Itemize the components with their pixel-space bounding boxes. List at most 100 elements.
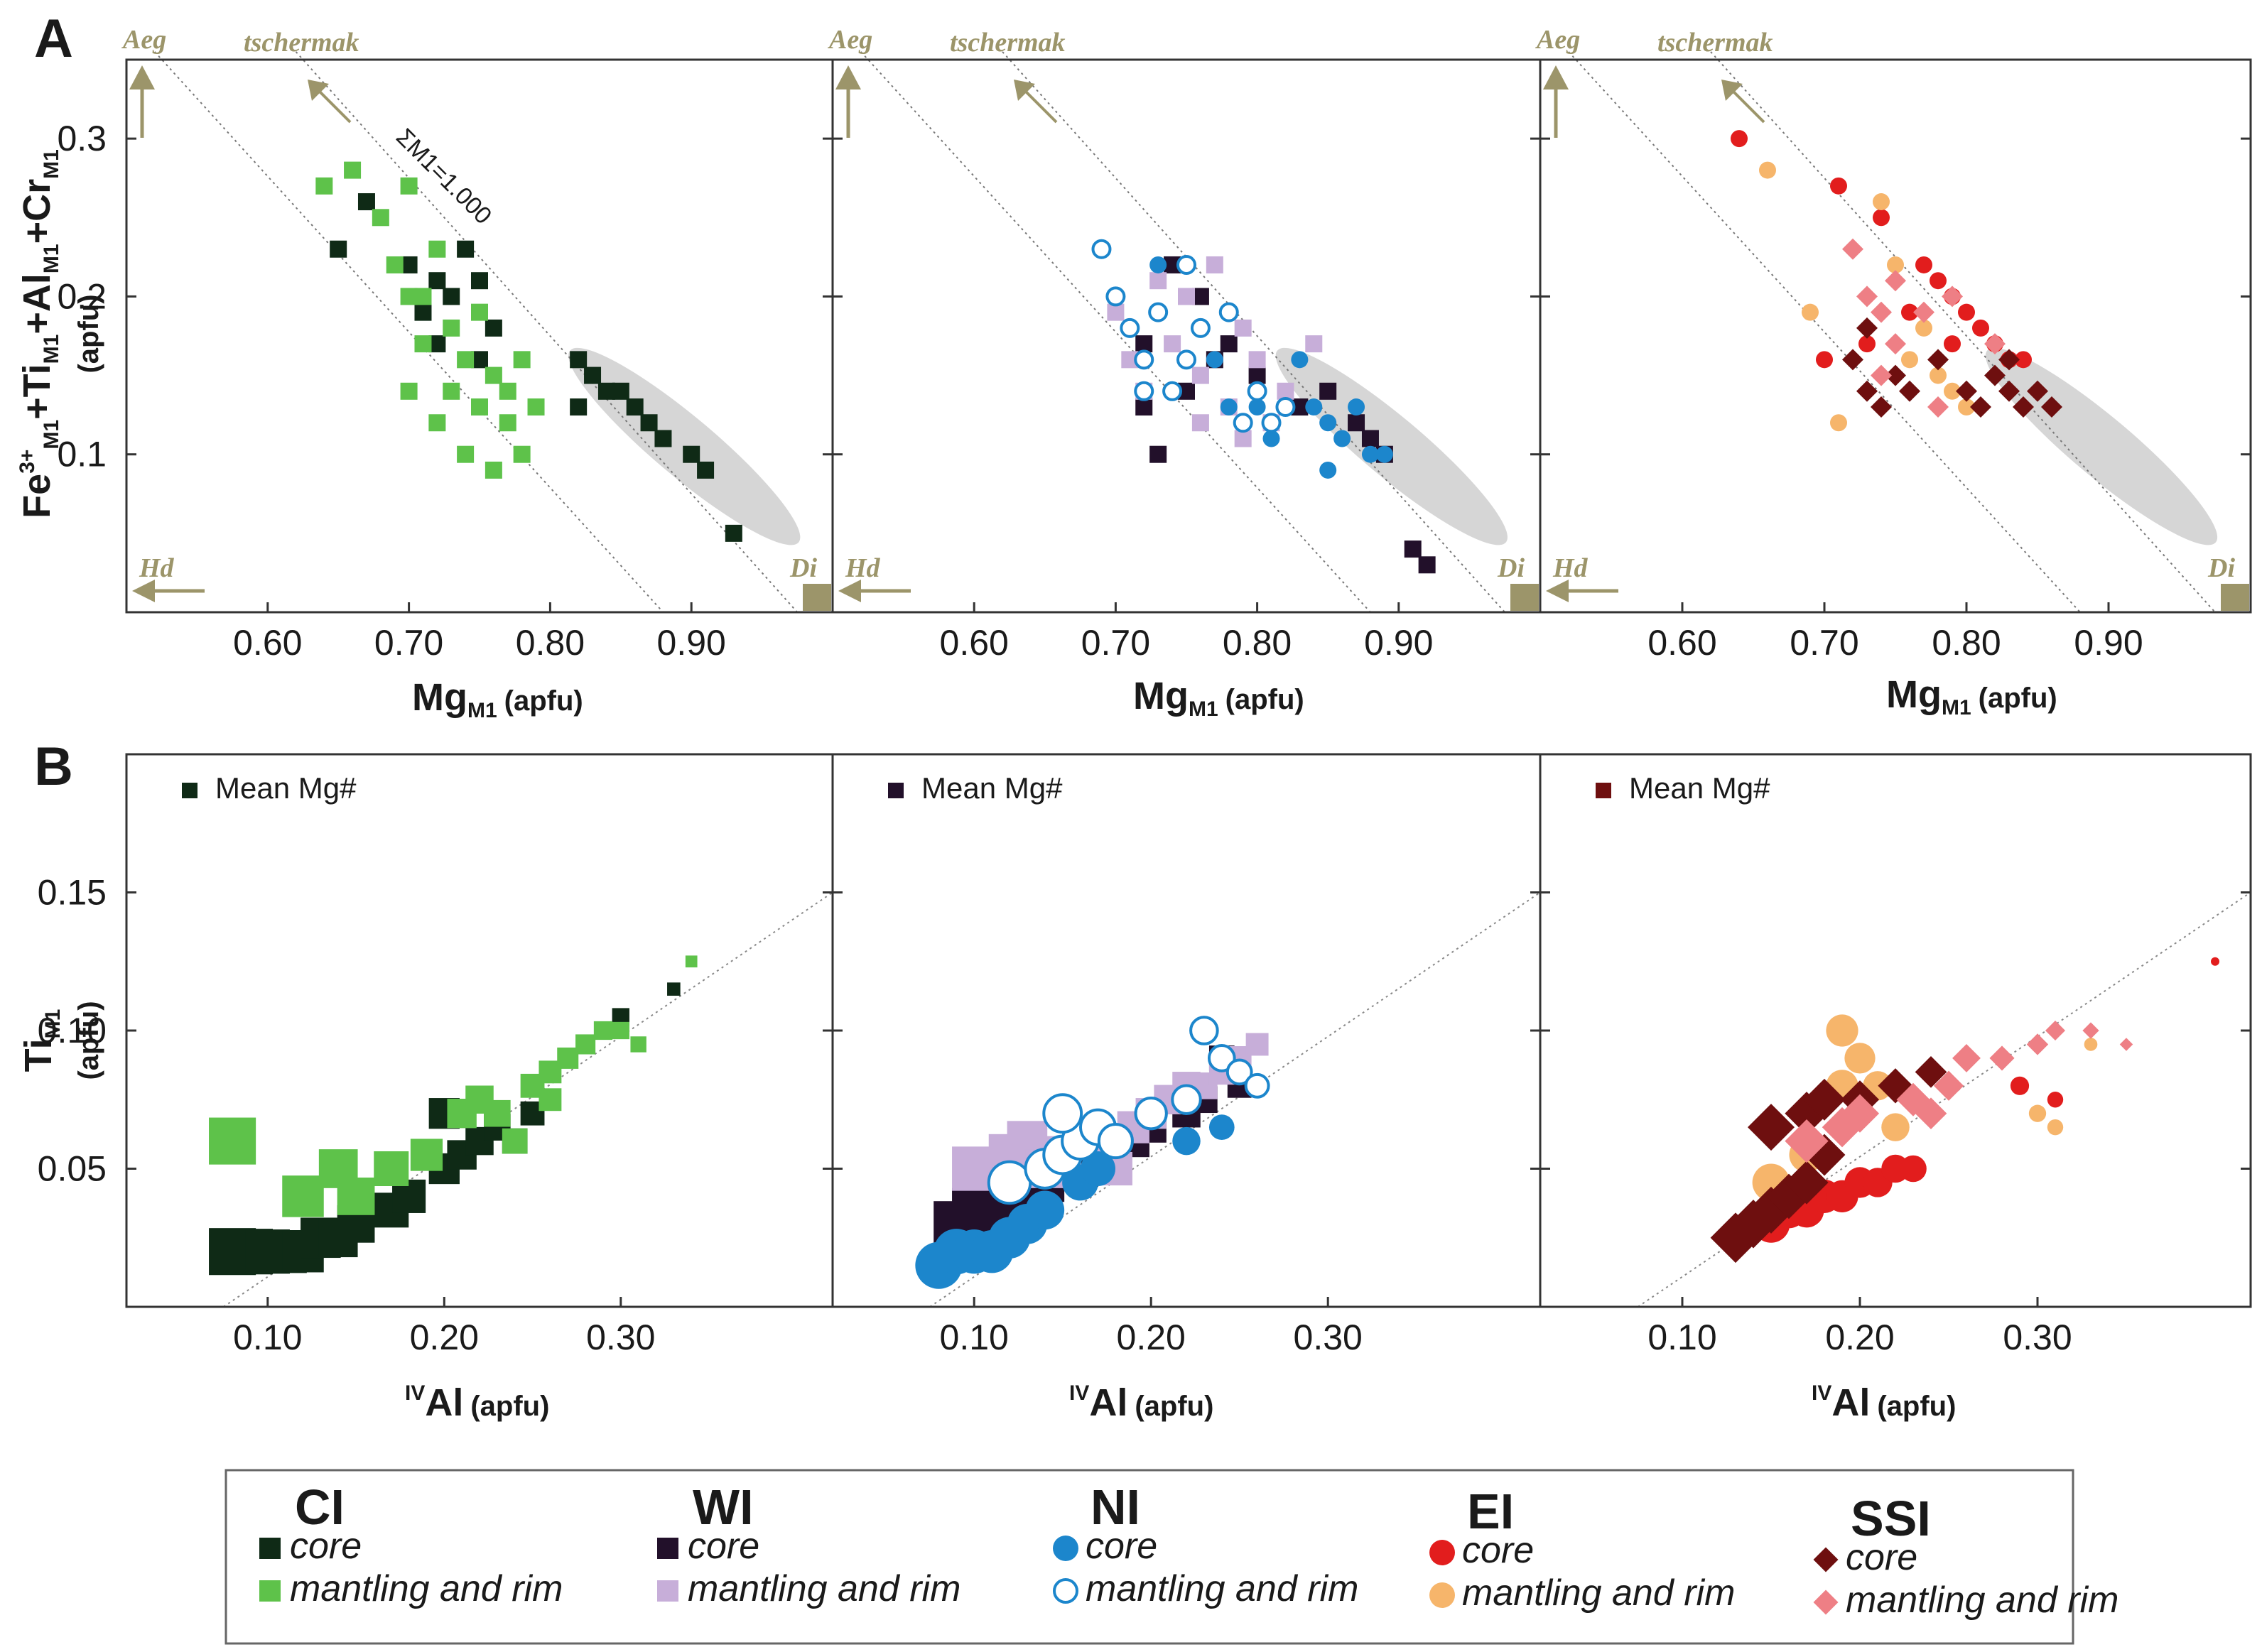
data-point: [1305, 398, 1323, 416]
data-point: [485, 461, 502, 479]
data-point: [1262, 430, 1280, 447]
data-point: [1319, 461, 1337, 479]
x-tick-label: 0.10: [233, 1317, 302, 1357]
panel-a-2: Aeg tschermak Hd Di 0.60 0.70 0.80 0.90: [828, 25, 1542, 663]
plot-frame: [1539, 58, 2252, 614]
data-point: [667, 982, 681, 996]
data-point: [2028, 1104, 2047, 1122]
aeg-label: Aeg: [828, 25, 872, 55]
data-point: [2082, 1022, 2099, 1039]
svg-text:Fe3+M1+TiM1+AlM1+CrM1: Fe3+M1+TiM1+AlM1+CrM1: [16, 149, 63, 518]
legend-core-label: core: [290, 1526, 362, 1567]
data-point: [1091, 239, 1112, 259]
x-tick-label: 0.20: [410, 1317, 479, 1357]
legend-group-title: EI: [1467, 1484, 1514, 1539]
data-point: [400, 177, 418, 195]
data-point: [626, 398, 644, 416]
data-point: [1333, 430, 1351, 447]
x-tick-label: 0.90: [1364, 623, 1433, 663]
tschermak-arrow-icon: [308, 80, 329, 101]
data-point: [2084, 1038, 2098, 1051]
data-point: [1149, 445, 1167, 463]
row-b-ylabel: TiM1: [17, 1009, 65, 1072]
data-point: [1956, 380, 1977, 402]
legend-rim-marker: [657, 1580, 678, 1602]
data-point: [1348, 414, 1365, 432]
mean-mg-label: Mean Mg#: [921, 771, 1063, 805]
data-point: [1135, 398, 1153, 416]
tschermak-label: tschermak: [950, 28, 1066, 58]
hd-arrow-icon: [1546, 580, 1569, 602]
reference-line: [1637, 891, 2251, 1308]
data-point: [570, 398, 588, 416]
data-point: [1418, 556, 1436, 574]
data-point: [1972, 319, 1989, 337]
legend-core-label: core: [1086, 1526, 1157, 1567]
x-tick-label: 0.90: [2074, 623, 2143, 663]
sum-line: [1002, 51, 1505, 613]
data-point: [1873, 193, 1890, 211]
x-tick-label: 0.70: [374, 623, 443, 663]
panel-label-a: A: [34, 9, 73, 69]
data-point: [513, 351, 531, 369]
data-point: [1913, 301, 1934, 323]
data-point: [414, 303, 432, 321]
data-point: [513, 445, 531, 463]
aeg-label: Aeg: [1535, 25, 1580, 55]
data-point: [1135, 335, 1153, 353]
data-point: [1149, 272, 1167, 290]
data-point: [1277, 382, 1294, 400]
data-point: [209, 1117, 256, 1165]
data-point: [1958, 303, 1975, 321]
data-point: [1178, 288, 1195, 305]
legend-rim-marker: [1053, 1578, 1078, 1604]
row-a-ylabel: Fe3+M1+TiM1+AlM1+CrM1: [16, 149, 63, 518]
data-point: [1361, 430, 1379, 447]
data-point: [640, 414, 658, 432]
svg-text:IVAl(apfu): IVAl (apfu): [1069, 1381, 1213, 1424]
data-point: [1171, 1084, 1202, 1115]
data-point: [372, 209, 389, 227]
data-point: [471, 303, 488, 321]
y-tick-label: 0.2: [57, 276, 107, 316]
data-point: [1842, 349, 1863, 371]
data-point: [1944, 382, 1961, 400]
data-point: [2013, 396, 2034, 418]
x-tick-label: 0.30: [2003, 1317, 2072, 1357]
data-point: [2045, 1021, 2065, 1040]
data-point: [1176, 349, 1196, 370]
legend-core-marker: [1429, 1540, 1455, 1565]
row-b-xlabel-1: IVAl (apfu): [405, 1381, 549, 1424]
legend-rim-marker: [1813, 1589, 1839, 1615]
data-point: [1842, 238, 1863, 260]
data-point: [2041, 396, 2062, 418]
sum-line: [860, 51, 1371, 613]
data-point: [1731, 130, 1748, 148]
data-point: [683, 445, 700, 463]
data-point: [1856, 380, 1878, 402]
data-point: [1844, 1043, 1876, 1074]
data-point: [1998, 380, 2020, 402]
data-point: [1120, 317, 1140, 338]
panel-a-3: Aeg tschermak Hd Di 0.60 0.70 0.80 0.90: [1535, 25, 2252, 663]
data-point: [499, 414, 516, 432]
hd-arrow-icon: [838, 580, 861, 602]
legend-core-marker: [657, 1538, 678, 1559]
data-point: [457, 240, 475, 258]
y-tick-label: 0.1: [57, 435, 107, 474]
series-ci-rim: [209, 955, 698, 1217]
data-point: [1097, 1123, 1134, 1160]
data-point: [1348, 398, 1365, 416]
legend-rim-label: mantling and rim: [1462, 1572, 1735, 1614]
data-point: [1234, 319, 1252, 337]
y-tick-label: 0.15: [38, 873, 107, 913]
series-ci-core: [209, 982, 681, 1276]
row-a-xlabel-3: MgM1 (apfu): [1886, 673, 2057, 719]
data-point: [1984, 333, 2006, 355]
tschermak-label: tschermak: [1657, 28, 1773, 58]
series-ci-core: [330, 193, 742, 542]
data-point: [527, 398, 545, 416]
data-point: [685, 955, 698, 968]
data-point: [1826, 1014, 1858, 1047]
